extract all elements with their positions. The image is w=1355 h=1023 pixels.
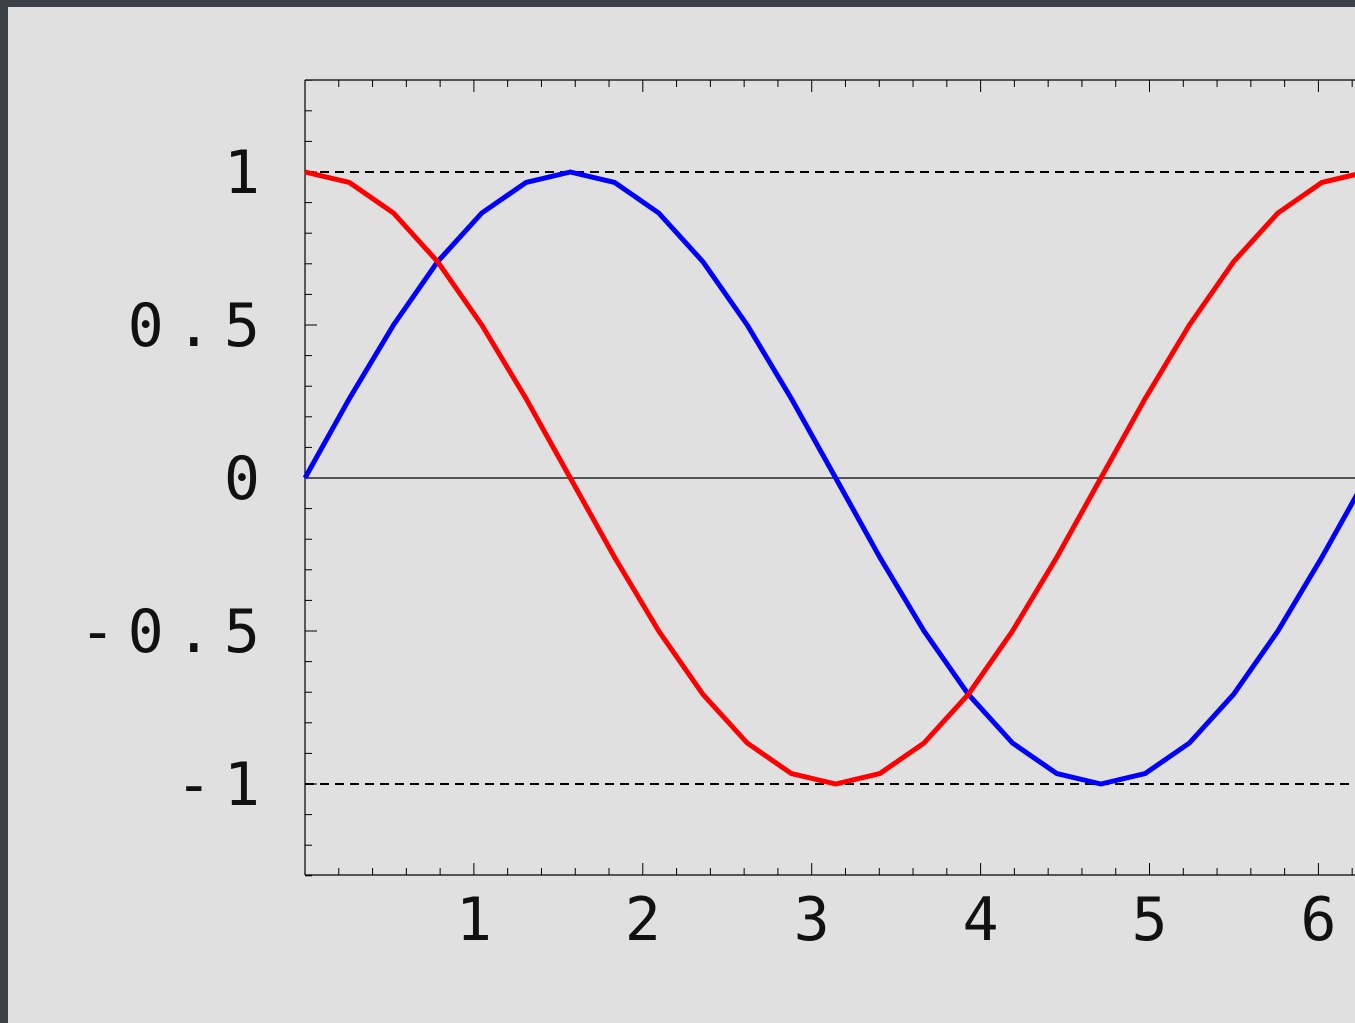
- reference-lines: [305, 171, 1355, 785]
- plot-panel: [8, 7, 1355, 1023]
- y-tick-label: -0.5: [80, 597, 273, 667]
- x-tick-label: 1: [456, 885, 492, 955]
- tick-labels: 1 2 3 4 5 6 1 0.5 0 -0.5 -1: [80, 138, 1337, 955]
- series-line-2: [304, 169, 1355, 787]
- y-tick-label: -1: [176, 750, 272, 820]
- series-line-1: [302, 169, 1355, 787]
- x-tick-label: 3: [794, 885, 830, 955]
- x-tick-label: 2: [625, 885, 661, 955]
- x-tick-label: 5: [1131, 885, 1167, 955]
- y-tick-label: 1: [224, 138, 272, 208]
- x-tick-label: 4: [963, 885, 999, 955]
- x-tick-label: 6: [1300, 885, 1336, 955]
- series-lines: [302, 169, 1355, 787]
- y-tick-label: 0.5: [128, 291, 272, 361]
- y-tick-label: 0: [224, 444, 272, 514]
